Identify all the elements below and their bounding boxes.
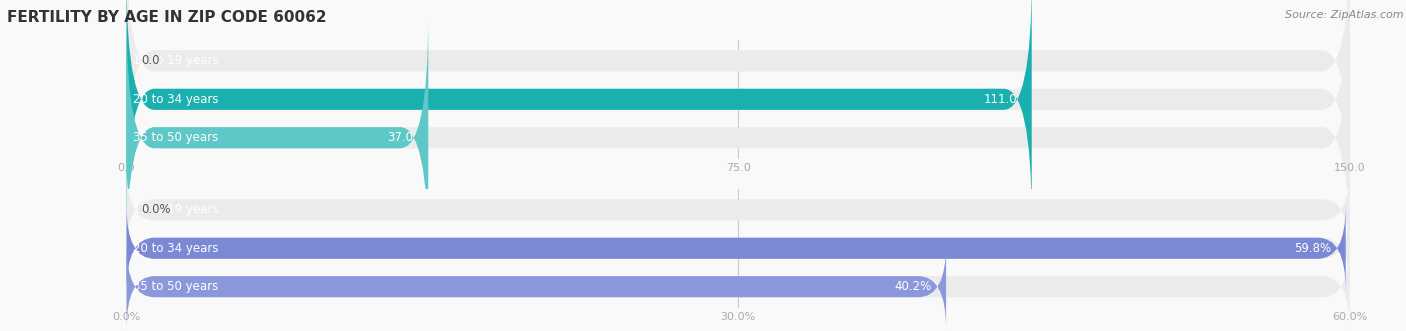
Text: 0.0%: 0.0% <box>141 203 172 216</box>
Text: 59.8%: 59.8% <box>1294 242 1331 255</box>
Text: FERTILITY BY AGE IN ZIP CODE 60062: FERTILITY BY AGE IN ZIP CODE 60062 <box>7 10 326 25</box>
Text: Source: ZipAtlas.com: Source: ZipAtlas.com <box>1285 10 1403 20</box>
FancyBboxPatch shape <box>127 244 946 329</box>
FancyBboxPatch shape <box>127 206 1346 291</box>
Text: 0.0: 0.0 <box>141 54 160 68</box>
Text: 111.0: 111.0 <box>983 93 1017 106</box>
FancyBboxPatch shape <box>127 16 429 259</box>
FancyBboxPatch shape <box>127 167 1350 252</box>
FancyBboxPatch shape <box>127 0 1350 182</box>
FancyBboxPatch shape <box>127 206 1350 291</box>
Text: 37.0: 37.0 <box>388 131 413 144</box>
Text: 35 to 50 years: 35 to 50 years <box>132 280 218 293</box>
FancyBboxPatch shape <box>127 16 1350 259</box>
Text: 20 to 34 years: 20 to 34 years <box>132 242 218 255</box>
FancyBboxPatch shape <box>127 0 1032 221</box>
Text: 15 to 19 years: 15 to 19 years <box>132 203 218 216</box>
Text: 35 to 50 years: 35 to 50 years <box>132 131 218 144</box>
Text: 20 to 34 years: 20 to 34 years <box>132 93 218 106</box>
Text: 15 to 19 years: 15 to 19 years <box>132 54 218 68</box>
FancyBboxPatch shape <box>127 0 1350 221</box>
FancyBboxPatch shape <box>127 244 1350 329</box>
Text: 40.2%: 40.2% <box>894 280 931 293</box>
